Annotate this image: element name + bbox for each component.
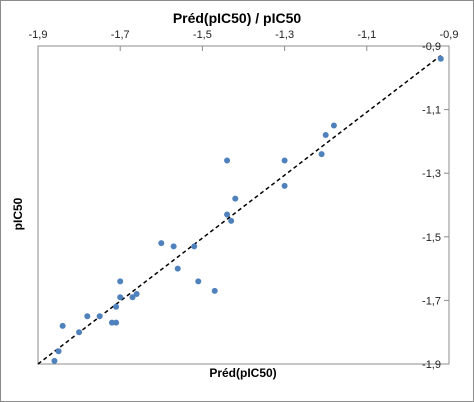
y-tick-label: -0,9 (422, 41, 441, 53)
x-tick-label: -1,3 (275, 29, 294, 41)
data-point (191, 243, 198, 250)
y-tick-label: -1,5 (422, 232, 441, 244)
x-axis-label: Préd(pIC50) (209, 366, 277, 380)
data-point (211, 287, 218, 294)
data-point (133, 291, 140, 298)
data-point (55, 348, 62, 355)
data-point (84, 313, 91, 320)
data-point (281, 182, 288, 189)
data-point (51, 357, 58, 364)
reference-line (37, 54, 442, 365)
data-point (195, 278, 202, 285)
data-point (330, 122, 337, 129)
data-point (170, 243, 177, 250)
x-tick-label: -1,9 (29, 29, 48, 41)
data-point (76, 329, 83, 336)
data-point (129, 294, 136, 301)
data-point (117, 278, 124, 285)
data-point (59, 322, 66, 329)
x-tick-label: -1,5 (193, 29, 212, 41)
y-tick-label: -1,3 (422, 168, 441, 180)
data-point (224, 211, 231, 218)
chart-title: Préd(pIC50) / pIC50 (172, 10, 302, 26)
data-point (437, 55, 444, 62)
data-point (318, 151, 325, 158)
data-point (224, 157, 231, 164)
data-point (117, 294, 124, 301)
data-point (232, 195, 239, 202)
x-tick-label: -1,1 (357, 29, 376, 41)
data-point (96, 313, 103, 320)
x-tick-label: -1,7 (111, 29, 130, 41)
data-point (113, 319, 120, 326)
data-point (322, 132, 329, 139)
data-point (108, 319, 115, 326)
y-tick-label: -1,7 (422, 295, 441, 307)
data-point (228, 217, 235, 224)
x-tick-label: -0,9 (440, 29, 459, 41)
data-point (174, 265, 181, 272)
y-tick-label: -1,1 (422, 105, 441, 117)
y-tick-label: -1,9 (422, 359, 441, 371)
data-point (158, 240, 165, 247)
data-point (281, 157, 288, 164)
axes: -1,9 -1,7 -1,5 -1,3 -1,1 -0,9-0,9 -1,1 -1,3 -1,5… (29, 29, 459, 371)
data-points (51, 55, 444, 364)
data-point (113, 303, 120, 310)
